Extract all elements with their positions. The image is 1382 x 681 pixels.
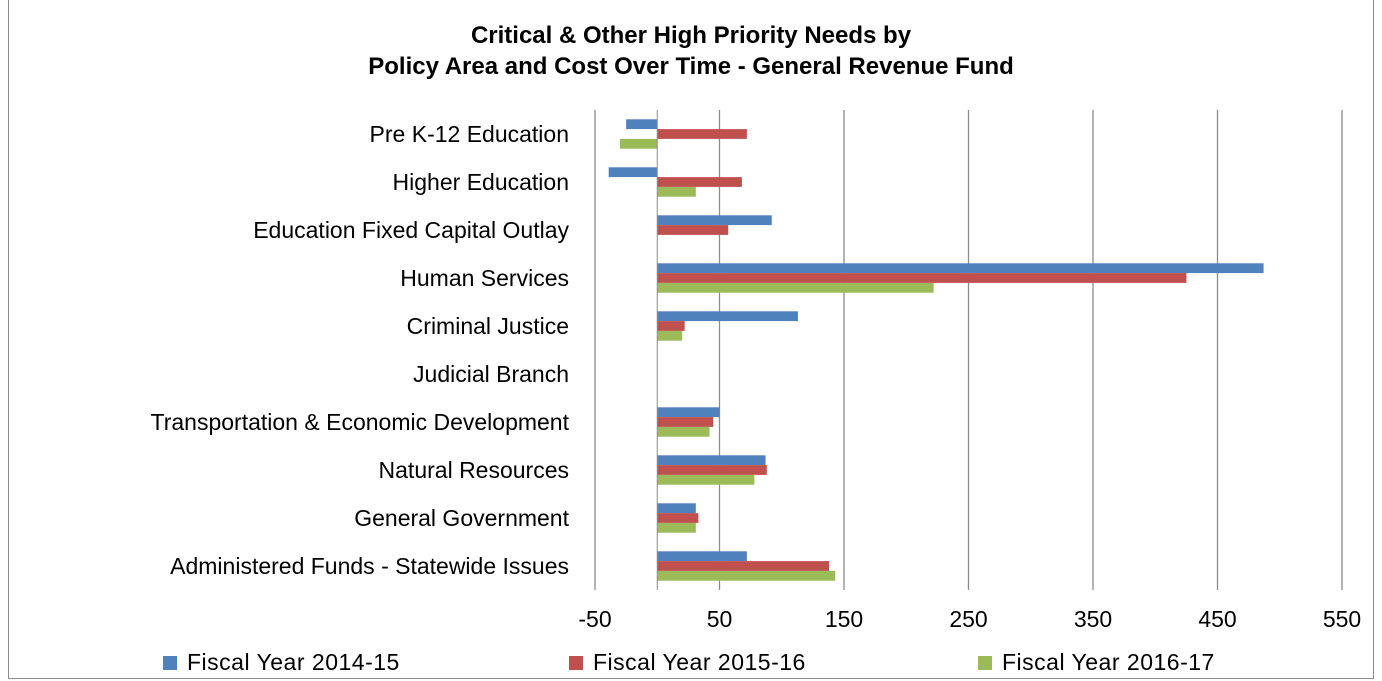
x-tick-label: 550	[1323, 606, 1361, 632]
x-tick-label: 250	[949, 606, 987, 632]
legend: Fiscal Year 2014-15 Fiscal Year 2015-16 Fi…	[0, 649, 1382, 681]
bar-fy2016-17	[657, 570, 836, 581]
legend-swatch	[978, 655, 992, 670]
chart-title-line-2: Policy Area and Cost Over Time - General…	[368, 53, 1014, 80]
bar-fy2014-15	[657, 215, 772, 226]
legend-item: Fiscal Year 2016-17	[978, 649, 1215, 676]
category-label: Transportation & Economic Development	[151, 409, 570, 435]
bar-fy2015-16	[657, 225, 729, 235]
legend-swatch	[163, 655, 177, 670]
category-label: Natural Resources	[379, 457, 569, 483]
bar-fy2015-16	[657, 513, 699, 523]
chart-plot: -50 50 150 250 350 450 550 Pre K-12 Education Hi…	[151, 110, 1361, 632]
category-label: Higher Education	[393, 169, 569, 195]
legend-swatch	[569, 655, 583, 670]
category-label: Judicial Branch	[413, 361, 569, 387]
bar-fy2014-15	[626, 119, 658, 130]
bar-fy2015-16	[657, 465, 767, 475]
bar-fy2016-17	[619, 138, 658, 149]
category-label: Pre K-12 Education	[370, 121, 569, 147]
bar-fy2016-17	[657, 426, 710, 437]
bar-fy2014-15	[657, 263, 1264, 274]
bar-fy2014-15	[657, 503, 696, 514]
category-label: Human Services	[400, 265, 569, 291]
chart-title: Critical & Other High Priority Needs by …	[0, 20, 1382, 82]
bar-fy2014-15	[657, 551, 747, 562]
bar-fy2015-16	[657, 321, 685, 331]
category-label: Education Fixed Capital Outlay	[253, 217, 569, 243]
bar-fy2016-17	[657, 186, 696, 197]
x-tick-label: 150	[825, 606, 863, 632]
bar-fy2016-17	[657, 282, 934, 293]
category-label: General Government	[354, 505, 569, 531]
legend-label: Fiscal Year 2014-15	[187, 649, 400, 675]
chart-title-line-1: Critical & Other High Priority Needs by	[470, 22, 912, 49]
bar-fy2015-16	[657, 273, 1187, 283]
x-tick-label: 450	[1198, 606, 1236, 632]
bar-fy2014-15	[608, 167, 658, 178]
bar-fy2014-15	[657, 455, 766, 466]
category-label: Administered Funds - Statewide Issues	[170, 553, 569, 579]
legend-label: Fiscal Year 2016-17	[1002, 649, 1215, 675]
x-tick-label: 50	[707, 606, 733, 632]
bar-fy2014-15	[657, 407, 720, 418]
bar-fy2015-16	[657, 561, 830, 571]
x-tick-label: -50	[578, 606, 611, 632]
legend-item: Fiscal Year 2015-16	[569, 649, 806, 676]
legend-label: Fiscal Year 2015-16	[593, 649, 806, 675]
category-label: Criminal Justice	[407, 313, 569, 339]
bar-fy2014-15	[657, 311, 798, 322]
x-tick-label: 350	[1074, 606, 1112, 632]
bar-fy2015-16	[657, 129, 747, 139]
legend-item: Fiscal Year 2014-15	[163, 649, 400, 676]
bar-fy2015-16	[657, 417, 714, 427]
bar-fy2016-17	[657, 474, 755, 485]
bar-fy2015-16	[657, 177, 742, 187]
bar-fy2016-17	[657, 522, 696, 533]
bar-fy2016-17	[657, 330, 683, 341]
